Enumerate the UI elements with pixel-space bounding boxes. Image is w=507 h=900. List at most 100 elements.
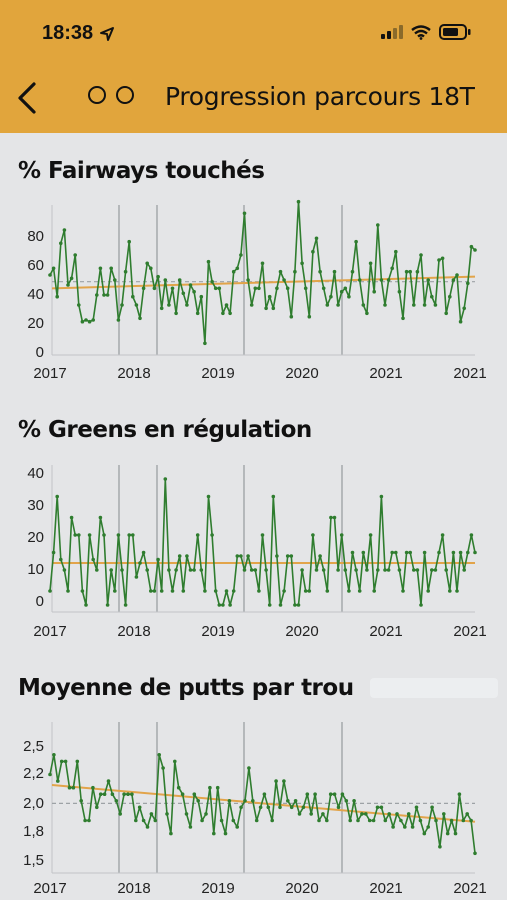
data-point [361, 303, 366, 307]
data-point [62, 568, 67, 572]
data-point [141, 550, 146, 555]
data-point [239, 805, 243, 810]
data-point [134, 575, 139, 579]
data-point [376, 568, 380, 572]
data-point [458, 319, 463, 324]
data-point [293, 799, 298, 803]
x-tick-label: 2021 [369, 623, 402, 640]
data-point [221, 603, 225, 607]
data-point [343, 286, 348, 291]
data-point [365, 568, 369, 572]
circle-icon[interactable] [88, 86, 106, 104]
data-point [469, 244, 474, 249]
data-point [401, 316, 405, 321]
data-point [352, 799, 356, 803]
x-tick-label: 2019 [201, 365, 234, 382]
data-point [159, 589, 164, 593]
data-point [340, 792, 345, 796]
data-point [131, 533, 135, 537]
data-point [195, 533, 200, 537]
data-point [317, 818, 321, 823]
data-point [215, 785, 220, 790]
data-point [227, 799, 232, 803]
data-point [361, 550, 366, 555]
data-point [422, 303, 427, 307]
data-point [300, 261, 304, 266]
x-tick-label: 2017 [33, 365, 66, 382]
data-point [297, 812, 302, 816]
data-point [449, 818, 454, 823]
data-point [213, 589, 218, 593]
data-point [278, 603, 283, 607]
y-tick-label: 10 [27, 561, 44, 578]
data-point [188, 825, 193, 829]
data-point [122, 792, 126, 796]
data-point [83, 818, 87, 823]
data-point [307, 589, 312, 593]
data-point [204, 812, 208, 816]
data-point [181, 589, 186, 593]
data-point [219, 818, 224, 823]
data-point [357, 278, 362, 282]
chart-title-putts: Moyenne de putts par trou [18, 675, 354, 701]
data-point [149, 589, 153, 593]
data-point [289, 805, 294, 810]
data-point [138, 561, 142, 565]
data-point [286, 799, 290, 803]
data-point [231, 589, 236, 593]
wifi-icon [411, 24, 431, 40]
data-point [469, 818, 473, 823]
data-point [77, 533, 81, 537]
status-time: 18:38 [42, 22, 115, 45]
data-point [131, 294, 135, 299]
data-point [274, 779, 278, 783]
data-point [84, 318, 88, 322]
data-point [138, 316, 142, 321]
data-point [134, 818, 138, 823]
data-point [141, 286, 146, 291]
data-point [52, 753, 56, 757]
data-point [152, 589, 157, 593]
data-point [313, 792, 317, 796]
x-tick-label: 2017 [33, 880, 66, 897]
data-point [426, 589, 431, 593]
data-point [188, 568, 193, 572]
y-tick-label: 0 [36, 593, 44, 610]
data-point [51, 550, 56, 555]
data-point [426, 825, 431, 829]
data-point [217, 286, 222, 291]
page-title: Progression parcours 18T [165, 82, 475, 111]
data-point [118, 812, 122, 816]
back-chevron-icon[interactable] [10, 78, 46, 118]
data-point [102, 533, 106, 537]
x-tick-label: 2021 [369, 880, 402, 897]
y-tick-label: 40 [27, 465, 44, 482]
data-point [430, 568, 434, 572]
data-point [141, 818, 146, 823]
data-point [231, 818, 236, 823]
data-point [438, 844, 442, 849]
data-point [231, 269, 236, 274]
data-point [246, 554, 250, 558]
data-point [192, 289, 196, 294]
data-point [451, 278, 456, 282]
data-point [235, 825, 239, 829]
data-point [354, 568, 358, 572]
data-point [173, 759, 177, 764]
data-point [418, 818, 423, 823]
data-point [249, 568, 254, 572]
data-point [91, 785, 95, 790]
data-point [80, 589, 85, 593]
data-point [199, 294, 204, 299]
circle-icon[interactable] [116, 86, 134, 104]
data-point [339, 289, 344, 294]
data-point [364, 812, 368, 816]
blank-pill [370, 678, 498, 698]
data-point [55, 294, 59, 299]
data-point [275, 554, 279, 558]
data-point [444, 568, 449, 572]
data-point [95, 805, 99, 810]
data-point [113, 589, 117, 593]
data-point [167, 303, 171, 307]
data-point [262, 792, 267, 796]
